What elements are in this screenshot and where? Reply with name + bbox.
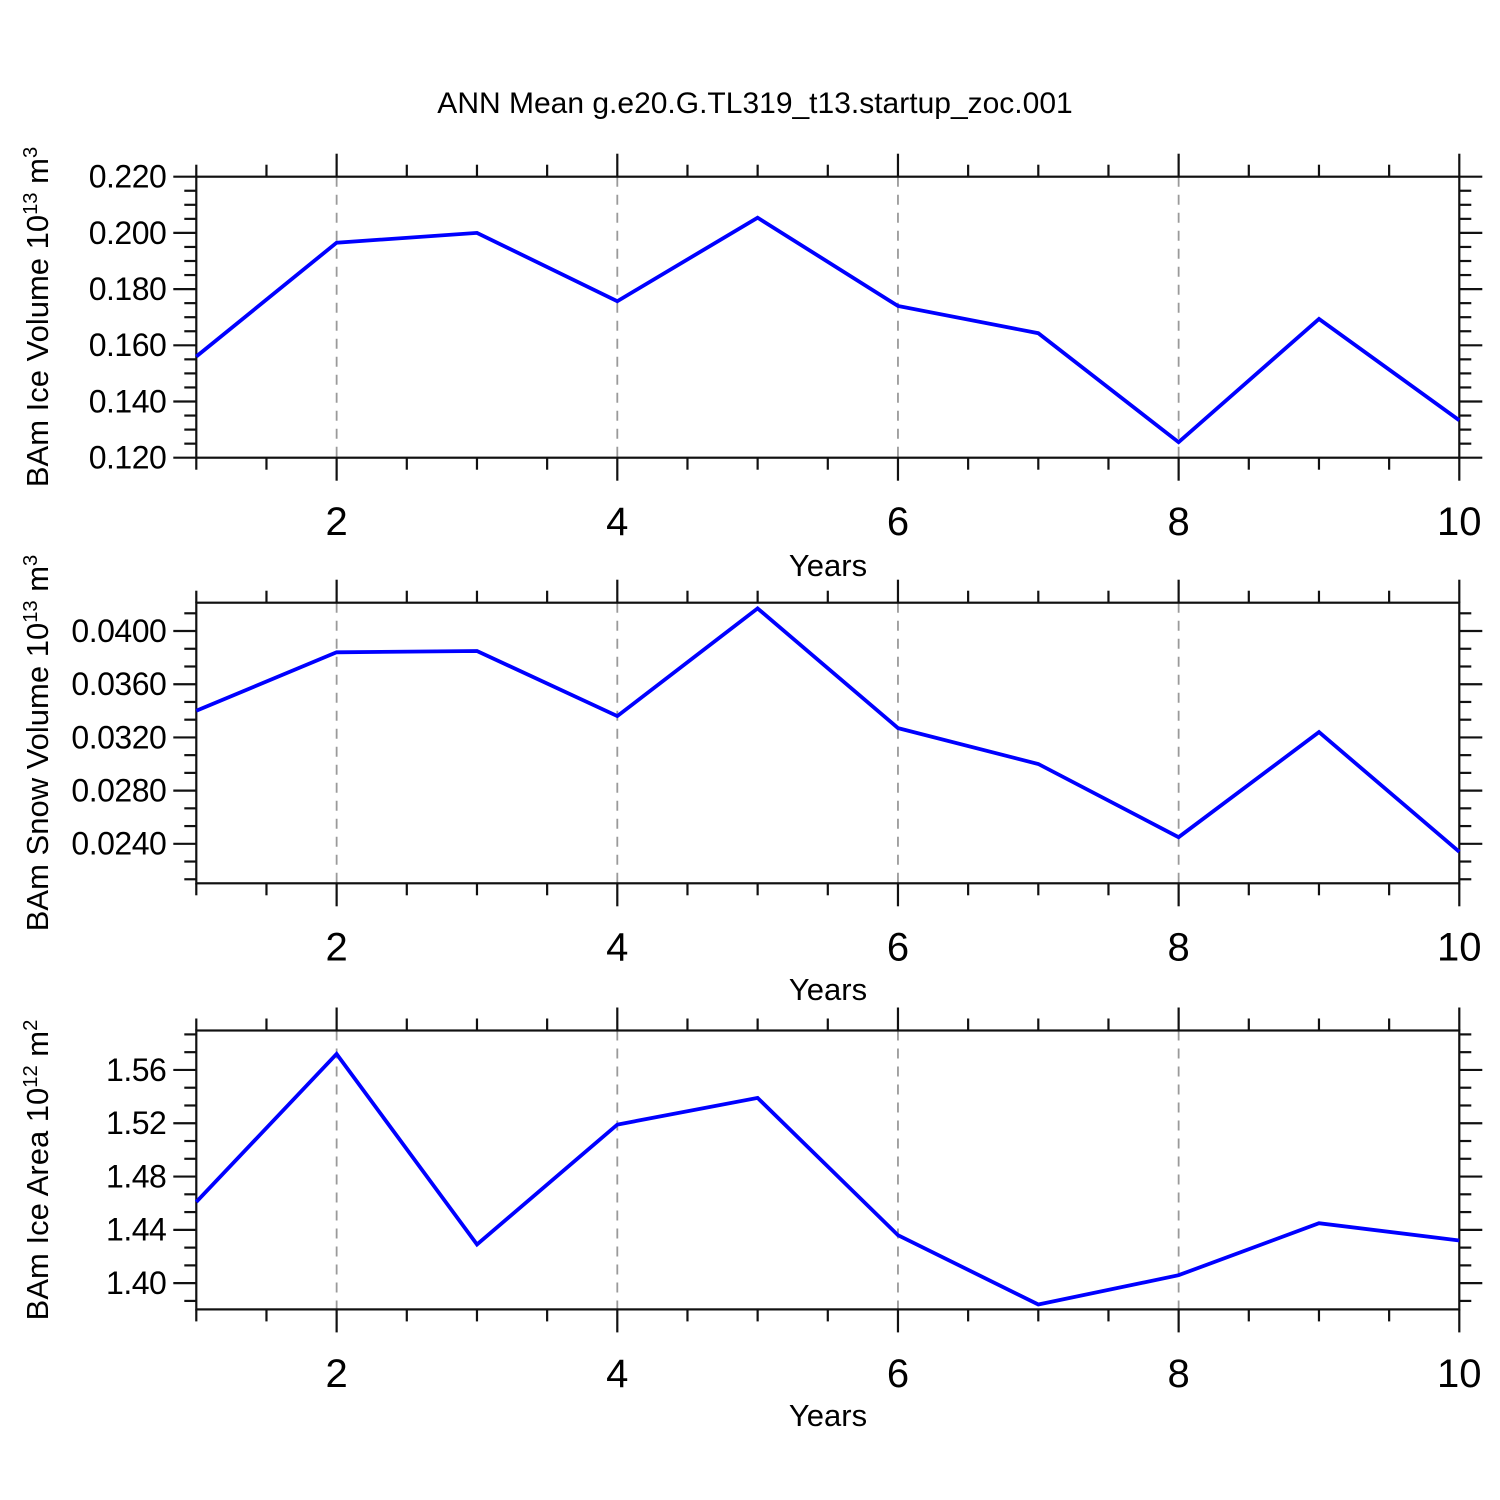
y-axis-label-unit: m xyxy=(20,158,56,193)
x-tick-label: 10 xyxy=(1437,500,1482,544)
x-tick-label: 4 xyxy=(606,500,628,544)
y-tick-label: 1.44 xyxy=(106,1212,166,1248)
x-tick-label: 6 xyxy=(887,926,909,970)
y-axis-label-unit-exponent: 2 xyxy=(19,1019,42,1031)
y-axis-label-exponent: 13 xyxy=(19,192,42,215)
y-tick-label: 0.220 xyxy=(89,159,167,195)
y-axis-label-unit: m xyxy=(20,1030,56,1066)
plot-frame xyxy=(195,1029,1461,1311)
x-axis-label-years-3: Years xyxy=(788,1398,868,1433)
chart-bam-ice-volume: 0.120 0.140 0.160 0.180 0.200 0.220 2 4 6 8 10 xyxy=(89,153,1483,544)
y-axis-label-unit-exponent: 3 xyxy=(19,554,42,566)
x-tick-label: 10 xyxy=(1437,926,1482,970)
x-tick-label: 8 xyxy=(1168,1352,1190,1396)
chart-bam-snow-volume: 0.0240 0.0280 0.0320 0.0360 0.0400 2 4 6 8 10 xyxy=(71,579,1483,970)
y-tick-label: 1.52 xyxy=(106,1105,166,1141)
y-tick-label: 0.160 xyxy=(89,327,167,363)
series-line-bam-ice-volume xyxy=(195,215,1461,445)
y-tick-label: 0.140 xyxy=(89,383,167,419)
x-axis-label-years-2: Years xyxy=(788,972,868,1007)
x-axis-label-years-1: Years xyxy=(788,548,868,583)
series-line-bam-snow-volume xyxy=(195,605,1461,854)
y-axis-label-text: BAm Ice Volume 10 xyxy=(20,214,56,488)
y-axis-label-unit: m xyxy=(20,565,56,601)
y-tick-label: 0.120 xyxy=(89,440,167,476)
y-tick-label: 1.40 xyxy=(106,1265,166,1301)
x-tick-label: 6 xyxy=(887,500,909,544)
y-axis-label-text: BAm Ice Area 10 xyxy=(20,1087,56,1321)
chart-bam-ice-area: 1.40 1.44 1.48 1.52 1.56 2 4 6 8 10 xyxy=(106,1007,1483,1396)
y-axis-label-exponent: 12 xyxy=(19,1065,42,1088)
x-tick-label: 2 xyxy=(326,1352,348,1396)
y-axis-label-ice-area: BAm Ice Area 1012 m2 xyxy=(20,1020,56,1321)
y-axis-label-snow-volume: BAm Snow Volume 1013 m3 xyxy=(20,555,56,932)
x-tick-label: 8 xyxy=(1168,500,1190,544)
x-tick-label: 10 xyxy=(1437,1352,1482,1396)
y-axis-label-exponent: 13 xyxy=(19,600,42,623)
x-tick-label: 2 xyxy=(326,926,348,970)
y-tick-label: 0.0320 xyxy=(71,719,166,755)
y-axis-label-ice-volume: BAm Ice Volume 1013 m3 xyxy=(20,147,56,487)
y-tick-label: 1.48 xyxy=(106,1158,166,1194)
y-tick-label: 0.200 xyxy=(89,215,167,251)
series-line-bam-ice-area xyxy=(194,1051,1460,1307)
x-tick-label: 8 xyxy=(1168,926,1190,970)
x-tick-label: 6 xyxy=(887,1352,909,1396)
x-tick-label: 2 xyxy=(326,500,348,544)
y-tick-label: 0.0400 xyxy=(71,613,166,649)
y-tick-label: 0.0240 xyxy=(71,826,166,862)
y-axis-label-text: BAm Snow Volume 10 xyxy=(20,622,56,932)
x-tick-label: 4 xyxy=(606,1352,628,1396)
plot-frame xyxy=(195,175,1461,459)
y-tick-label: 0.0280 xyxy=(71,772,166,808)
y-tick-label: 1.56 xyxy=(106,1052,166,1088)
y-tick-label: 0.0360 xyxy=(71,666,166,702)
y-axis-label-unit-exponent: 3 xyxy=(19,146,42,159)
plot-title: ANN Mean g.e20.G.TL319_t13.startup_zoc.0… xyxy=(437,87,1073,120)
y-tick-label: 0.180 xyxy=(89,271,167,307)
plot-frame xyxy=(195,601,1461,885)
x-tick-label: 4 xyxy=(606,926,628,970)
